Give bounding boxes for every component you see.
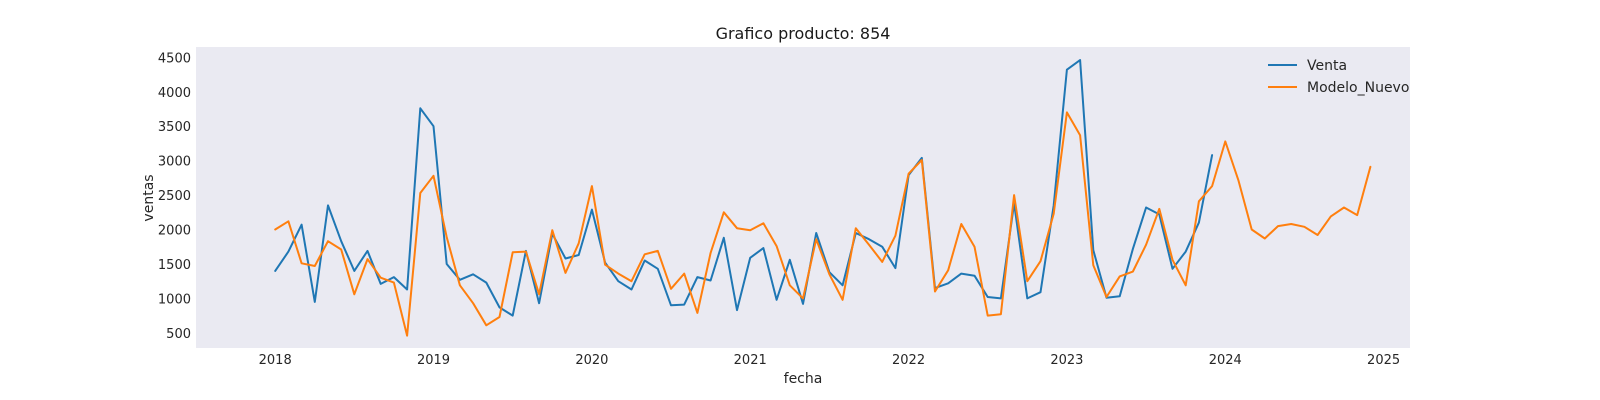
y-tick-label: 1500	[158, 258, 191, 273]
y-tick-label: 4000	[158, 86, 191, 101]
x-tick-label: 2022	[892, 353, 925, 368]
y-tick-label: 4500	[158, 51, 191, 66]
y-tick-label: 1000	[158, 292, 191, 307]
y-tick-label: 2500	[158, 189, 191, 204]
series-line-venta	[274, 59, 1214, 317]
x-tick-label: 2023	[1050, 353, 1083, 368]
y-axis-label: ventas	[141, 174, 157, 221]
chart-title: Grafico producto: 854	[716, 24, 891, 43]
x-tick-label: 2024	[1209, 353, 1242, 368]
x-tick-label: 2025	[1367, 353, 1400, 368]
y-tick-label: 3500	[158, 120, 191, 135]
series-line-modelo-nuevo	[274, 111, 1372, 337]
x-axis-label: fecha	[784, 371, 823, 387]
y-tick-label: 500	[166, 327, 191, 342]
x-tick-label: 2021	[734, 353, 767, 368]
x-tick-label: 2018	[259, 353, 292, 368]
series-lines	[274, 59, 1372, 337]
x-axis: 2018 2019 2020 2021 2022 2023 2024 2025	[259, 353, 1401, 368]
y-axis: 500 1000 1500 2000 2500 3000 3500 4000 4500	[158, 51, 191, 342]
x-tick-label: 2020	[575, 353, 608, 368]
x-tick-label: 2019	[417, 353, 450, 368]
legend-label-modelo-nuevo: Modelo_Nuevo	[1307, 80, 1409, 96]
legend: Venta Modelo_Nuevo	[1268, 58, 1409, 96]
y-tick-label: 3000	[158, 155, 191, 170]
y-tick-label: 2000	[158, 224, 191, 239]
legend-label-venta: Venta	[1307, 58, 1347, 74]
